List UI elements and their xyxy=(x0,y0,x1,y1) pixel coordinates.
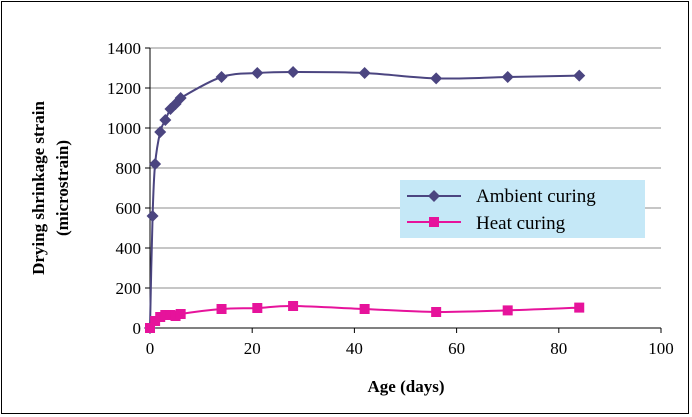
data-point-heat xyxy=(160,310,171,320)
data-point-heat xyxy=(574,302,585,313)
data-point-ambient xyxy=(174,92,187,104)
data-point-heat xyxy=(502,305,513,316)
data-point-ambient xyxy=(287,66,300,78)
data-point-heat xyxy=(252,303,263,313)
y-tick-label: 1000 xyxy=(107,119,141,138)
data-point-heat xyxy=(288,301,299,311)
data-point-ambient xyxy=(146,210,159,222)
data-point-ambient xyxy=(215,71,228,83)
data-point-ambient xyxy=(573,69,586,82)
y-tick-label: 400 xyxy=(116,239,142,258)
y-tick-label: 200 xyxy=(116,279,142,298)
y-tick-label: 600 xyxy=(116,199,142,218)
data-point-ambient xyxy=(430,72,443,85)
y-axis-title: Drying shrinkage strain xyxy=(29,101,48,275)
data-point-ambient xyxy=(154,126,167,138)
legend: Ambient curing Heat curing xyxy=(400,180,645,238)
x-tick-label: 100 xyxy=(648,339,674,358)
tick-labels: 0 200 400 600 800 1000 1200 1400 0 20 40 60 80 100 xyxy=(107,39,674,358)
grid-lines xyxy=(150,47,661,289)
legend-marker-heat xyxy=(429,217,439,227)
data-point-heat xyxy=(216,304,227,314)
data-point-heat xyxy=(165,310,176,320)
y-tick-label: 1200 xyxy=(107,79,141,98)
data-point-heat xyxy=(431,307,442,317)
y-tick-label: 1400 xyxy=(107,39,141,58)
data-point-heat xyxy=(170,311,181,321)
series-layer xyxy=(144,66,586,334)
data-point-heat xyxy=(359,304,370,314)
x-tick-label: 40 xyxy=(346,339,363,358)
data-point-heat xyxy=(175,309,186,319)
x-tick-label: 20 xyxy=(244,339,261,358)
y-tick-label: 800 xyxy=(116,159,142,178)
x-tick-label: 0 xyxy=(146,339,155,358)
data-point-heat xyxy=(150,316,161,326)
y-axis-subtitle: (microstrain) xyxy=(53,140,72,236)
data-point-heat xyxy=(155,312,166,322)
legend-label-ambient: Ambient curing xyxy=(476,186,596,207)
data-point-heat xyxy=(145,323,155,333)
data-point-ambient xyxy=(501,71,514,83)
data-point-ambient xyxy=(358,67,371,79)
data-point-ambient xyxy=(149,158,162,170)
data-point-ambient xyxy=(251,67,264,79)
x-tick-label: 80 xyxy=(550,339,567,358)
legend-label-heat: Heat curing xyxy=(476,213,566,234)
data-point-ambient xyxy=(159,114,172,126)
legend-box xyxy=(400,180,645,238)
x-axis-title: Age (days) xyxy=(368,377,445,396)
y-tick-label: 0 xyxy=(133,319,142,338)
legend-marker-ambient xyxy=(428,190,440,202)
x-tick-label: 60 xyxy=(448,339,465,358)
